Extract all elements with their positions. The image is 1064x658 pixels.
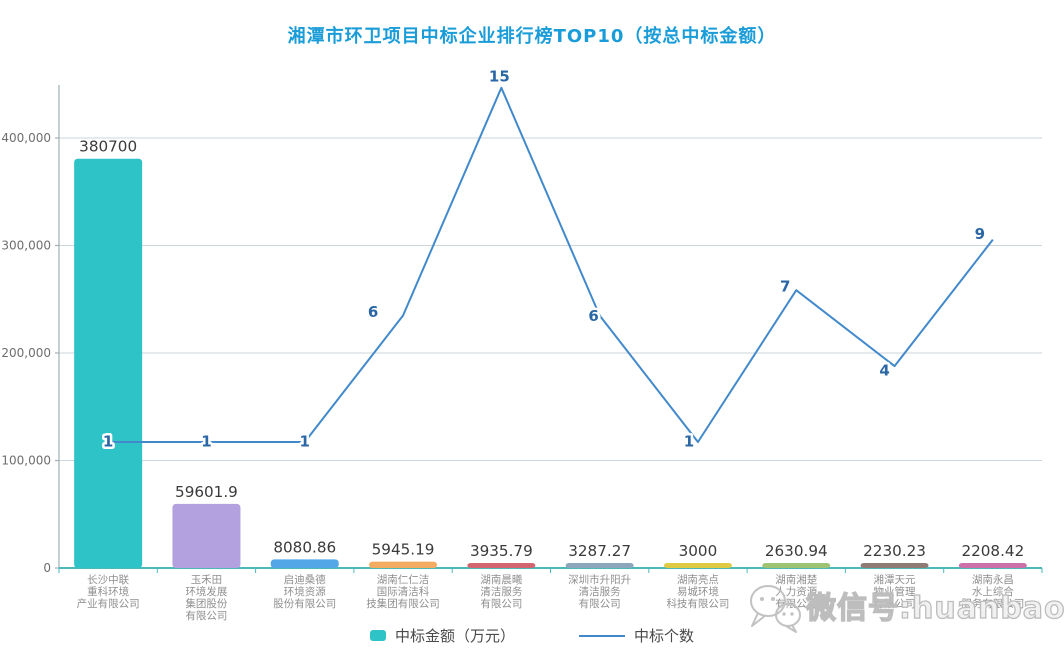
line-value-label: 1 xyxy=(201,433,211,451)
legend-item-count: 中标个数 xyxy=(579,625,694,646)
category-label: 湖南仁仁洁 xyxy=(377,573,430,586)
y-tick-label: 200,000 xyxy=(1,346,51,360)
line-series xyxy=(108,86,994,443)
bar xyxy=(565,563,634,568)
category-label: 湖南晨曦 xyxy=(480,573,522,586)
bar-value-label: 2630.94 xyxy=(765,542,828,560)
category-label: 湖南永昌 xyxy=(972,573,1014,586)
category-label: 服务有限公司 xyxy=(961,597,1024,610)
bar xyxy=(369,561,438,568)
category-label: 易城环境 xyxy=(677,585,719,598)
legend-item-amount: 中标金额（万元） xyxy=(369,625,515,646)
bar-value-label: 380700 xyxy=(79,138,137,156)
bar xyxy=(270,559,339,568)
line-value-label: 4 xyxy=(879,362,889,380)
bar-value-label: 59601.9 xyxy=(175,483,238,501)
category-label: 物业管理 xyxy=(874,585,916,598)
line-series-swatch xyxy=(579,634,625,637)
line-value-label: 1 xyxy=(103,433,113,451)
category-label: 环境发展 xyxy=(185,585,227,598)
bar xyxy=(467,563,536,568)
y-tick-label: 400,000 xyxy=(1,131,51,145)
category-label: 清洁服务 xyxy=(480,585,522,598)
category-label: 湖南亮点 xyxy=(677,573,719,586)
bar-value-label: 8080.86 xyxy=(273,538,336,556)
line-value-label: 1 xyxy=(300,433,310,451)
category-label: 深圳市升阳升 xyxy=(568,573,631,586)
category-label: 重科环境 xyxy=(87,585,129,598)
legend-label-count: 中标个数 xyxy=(634,627,695,645)
bar xyxy=(74,158,143,568)
category-label: 长沙中联 xyxy=(87,573,129,586)
bar-value-label: 3287.27 xyxy=(568,542,631,560)
bar-value-label: 5945.19 xyxy=(372,541,435,559)
category-label: 启迪桑德 xyxy=(284,573,326,586)
line-value-label: 6 xyxy=(368,303,378,321)
bar xyxy=(958,563,1027,568)
line-value-label: 9 xyxy=(975,225,985,243)
legend-label-amount: 中标金额（万元） xyxy=(394,627,515,645)
category-label: 有限公司 xyxy=(579,597,621,610)
category-label: 股份有限公司 xyxy=(273,597,336,610)
category-label: 水上综合 xyxy=(972,585,1014,598)
bar-value-label: 3935.79 xyxy=(470,542,533,560)
y-tick-label: 300,000 xyxy=(1,239,51,253)
bar-value-label: 3000 xyxy=(679,542,718,560)
category-label: 国际清洁科 xyxy=(377,585,430,598)
line-value-label: 1 xyxy=(684,433,694,451)
category-label: 集团股份 xyxy=(185,597,227,610)
bar xyxy=(860,563,929,568)
category-label: 玉禾田 xyxy=(191,574,223,586)
category-label: 科技有限公司 xyxy=(666,597,729,610)
bar-value-label: 2230.23 xyxy=(863,542,926,560)
legend: 中标金额（万元） 中标个数 xyxy=(0,625,1064,646)
category-label: 技集团有限公司 xyxy=(366,597,440,610)
line-value-label: 7 xyxy=(780,278,790,296)
category-label: 有限公司 xyxy=(775,597,817,610)
category-label: 有限公司 xyxy=(185,609,227,622)
y-tick-label: 100,000 xyxy=(1,454,51,468)
category-label: 湖南湘楚 xyxy=(775,573,817,586)
line-value-label: 15 xyxy=(489,67,510,85)
bar-series-swatch xyxy=(369,630,386,641)
bar xyxy=(762,563,831,568)
category-label: 人力资源 xyxy=(775,585,817,598)
category-label: 产业有限公司 xyxy=(77,597,140,610)
category-label: 清洁服务 xyxy=(579,585,621,598)
line-value-label: 6 xyxy=(588,307,598,325)
category-label: 有限公司 xyxy=(480,597,522,610)
bar xyxy=(172,503,241,568)
category-label: 湘潭天元 xyxy=(874,573,916,586)
bar-value-label: 2208.42 xyxy=(961,542,1024,560)
page-title: 湘潭市环卫项目中标企业排行榜TOP10（按总中标金额） xyxy=(287,26,777,47)
y-tick-label: 0 xyxy=(43,561,51,575)
category-label: 环境资源 xyxy=(284,585,326,598)
bar xyxy=(663,563,732,568)
category-label: 有限公司 xyxy=(874,597,916,610)
